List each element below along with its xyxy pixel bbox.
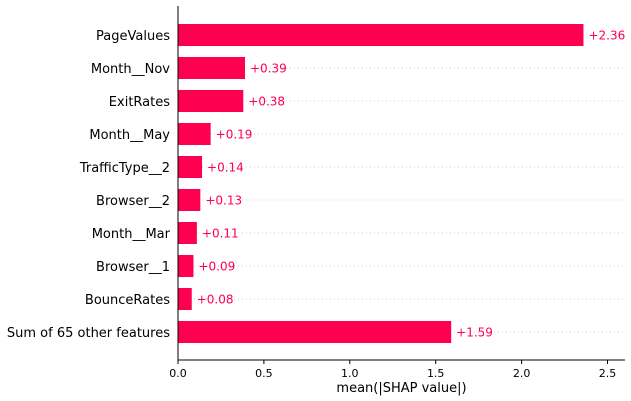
- bar: [178, 90, 244, 112]
- value-labels: +2.36 +0.39 +0.38 +0.19 +0.14 +0.13 +0.11 +0.09…: [197, 29, 625, 340]
- value-label: +0.11: [202, 227, 239, 241]
- value-label: +0.09: [198, 260, 235, 274]
- value-label: +2.36: [588, 29, 625, 43]
- x-tick-label: 0.5: [255, 367, 273, 380]
- value-label: +0.08: [197, 293, 234, 307]
- value-label: +0.38: [248, 95, 285, 109]
- x-tick-label: 1.0: [341, 367, 359, 380]
- bar: [178, 255, 194, 277]
- value-label: +0.14: [207, 161, 244, 175]
- bar: [178, 321, 452, 343]
- bar: [178, 288, 192, 310]
- gridlines: [178, 34, 625, 333]
- value-label: +0.13: [205, 194, 242, 208]
- bar: [178, 123, 211, 145]
- bar: [178, 57, 246, 79]
- bars: [178, 24, 584, 343]
- bar: [178, 156, 203, 178]
- feature-label: Sum of 65 other features: [7, 326, 170, 341]
- feature-label: Browser__1: [96, 260, 170, 275]
- feature-label: Month__Mar: [92, 227, 171, 242]
- bar: [178, 222, 197, 244]
- bar: [178, 24, 584, 46]
- feature-label: Month__May: [89, 128, 170, 143]
- feature-labels: PageValues Month__Nov ExitRates Month__May T…: [7, 29, 171, 341]
- feature-label: Month__Nov: [91, 62, 170, 77]
- bar: [178, 189, 201, 211]
- feature-label: PageValues: [96, 29, 170, 44]
- x-axis-title: mean(|SHAP value|): [336, 381, 466, 396]
- feature-label: TrafficType__2: [79, 161, 170, 176]
- feature-label: BounceRates: [85, 293, 170, 308]
- x-tick-label: 1.5: [427, 367, 445, 380]
- axes: 0.0 0.5 1.0 1.5 2.0 2.5: [169, 6, 625, 380]
- x-tick-label: 2.0: [513, 367, 531, 380]
- feature-label: Browser__2: [96, 194, 170, 209]
- feature-label: ExitRates: [109, 95, 170, 110]
- x-tick-label: 0.0: [169, 367, 187, 380]
- value-label: +0.39: [250, 62, 287, 76]
- x-tick-label: 2.5: [599, 367, 617, 380]
- value-label: +0.19: [216, 128, 253, 142]
- value-label: +1.59: [456, 326, 493, 340]
